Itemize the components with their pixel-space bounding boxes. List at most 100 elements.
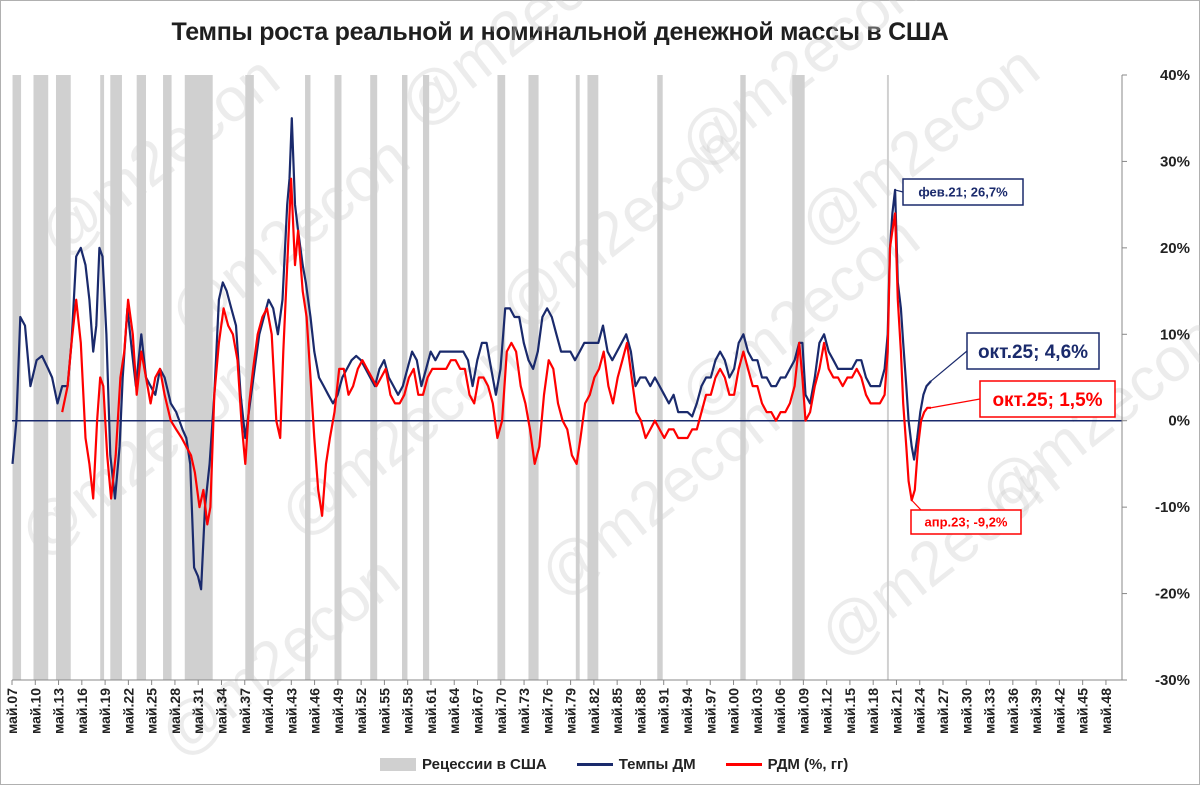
annotation-box — [910, 509, 1022, 535]
recession-band — [55, 75, 71, 680]
x-tick-label: май.09 — [795, 688, 811, 734]
y-tick-label: 40% — [1160, 67, 1190, 84]
x-tick-label: май.31 — [190, 688, 206, 734]
x-tick-label: май.76 — [539, 688, 555, 734]
y-tick-label: -10% — [1155, 499, 1190, 516]
x-tick-label: май.79 — [563, 688, 579, 734]
x-tick-label: май.10 — [27, 688, 43, 734]
recession-band — [33, 75, 49, 680]
recession-band — [792, 75, 805, 680]
y-tick-label: -30% — [1155, 672, 1190, 689]
recession-band — [136, 75, 146, 680]
recession-band — [245, 75, 254, 680]
legend-swatch-recessions — [380, 758, 416, 771]
x-tick-label: май.82 — [586, 688, 602, 734]
x-tick-label: май.97 — [702, 688, 718, 734]
x-tick-label: май.64 — [446, 688, 462, 734]
annotation-label: окт.25; 4,6% — [978, 342, 1088, 363]
x-tick-label: май.28 — [167, 688, 183, 734]
x-tick-label: май.13 — [51, 688, 67, 734]
series-lines — [11, 117, 932, 591]
annotation-box — [902, 178, 1024, 206]
x-tick-label: май.36 — [1005, 688, 1021, 734]
y-tick-label: 20% — [1160, 240, 1190, 257]
recession-band — [305, 75, 311, 680]
x-tick-label: май.16 — [74, 688, 90, 734]
x-tick-label: май.33 — [982, 688, 998, 734]
x-tick-label: май.30 — [958, 688, 974, 734]
legend-label-recessions: Рецессии в США — [422, 756, 547, 773]
x-tick-label: май.18 — [865, 688, 881, 734]
x-tick-label: май.22 — [120, 688, 136, 734]
x-tick-label: май.19 — [97, 688, 113, 734]
x-tick-label: май.37 — [237, 688, 253, 734]
legend-item-recessions: Рецессии в США — [380, 756, 547, 773]
annotation-leader — [911, 499, 922, 511]
recession-band — [497, 75, 506, 680]
recession-band — [100, 75, 105, 680]
x-tick-label: май.43 — [283, 688, 299, 734]
legend-swatch-nominal — [576, 763, 613, 766]
x-tick-label: май.21 — [888, 688, 904, 734]
recession-band — [587, 75, 599, 680]
recession-band — [110, 75, 122, 680]
recession-band — [12, 75, 22, 680]
recession-band — [657, 75, 663, 680]
x-tick-label: май.07 — [4, 688, 20, 734]
x-tick-label: май.73 — [516, 688, 532, 734]
y-tick-label: 10% — [1160, 326, 1190, 343]
annotation-box — [966, 332, 1100, 370]
x-tick-label: май.49 — [330, 688, 346, 734]
recession-band — [575, 75, 580, 680]
recession-band — [886, 75, 889, 680]
tick-labels: 40% 30% 20% 10% 0% -10% -20% -30% май.07 май.10 ма… — [4, 67, 1190, 734]
y-tick-label: -20% — [1155, 586, 1190, 603]
annotations: фев.21; 26,7% окт.25; 4,6% окт.25; 1,5% апр… — [894, 178, 1116, 535]
x-tick-label: май.94 — [679, 688, 695, 734]
x-tick-label: май.40 — [260, 688, 276, 734]
recession-band — [163, 75, 172, 680]
recession-band — [370, 75, 378, 680]
x-tick-label: май.85 — [609, 688, 625, 734]
x-tick-label: май.39 — [1028, 688, 1044, 734]
recession-band — [422, 75, 430, 680]
x-tick-label: май.46 — [307, 688, 323, 734]
x-tick-label: май.45 — [1075, 688, 1091, 734]
series-line-real — [61, 177, 932, 526]
annotation-leader — [894, 189, 904, 193]
annotation-box — [979, 380, 1116, 418]
x-tick-label: май.58 — [400, 688, 416, 734]
x-tick-label: май.61 — [423, 688, 439, 734]
x-tick-label: май.27 — [935, 688, 951, 734]
annotation-label: окт.25; 1,5% — [992, 390, 1102, 411]
x-tick-label: май.55 — [376, 688, 392, 734]
recession-bands — [12, 75, 889, 680]
legend-label-real: РДМ (%, гг) — [767, 756, 849, 773]
x-tick-label: май.00 — [726, 688, 742, 734]
x-tick-label: май.42 — [1051, 688, 1067, 734]
recession-band — [740, 75, 746, 680]
x-tick-label: май.52 — [353, 688, 369, 734]
annotation-leader — [930, 350, 968, 382]
y-tick-label: 0% — [1168, 413, 1190, 430]
x-tick-label: май.15 — [842, 688, 858, 734]
axes — [11, 74, 1127, 685]
legend: Рецессии в США Темпы ДМ РДМ (%, гг) — [380, 756, 848, 773]
x-tick-label: май.25 — [144, 688, 160, 734]
legend-swatch-real — [725, 763, 762, 766]
annotation-label: апр.23; -9,2% — [925, 515, 1008, 530]
legend-item-nominal: Темпы ДМ — [576, 756, 696, 773]
x-tick-label: май.12 — [819, 688, 835, 734]
annotation-label: фев.21; 26,7% — [918, 185, 1008, 200]
x-tick-label: май.91 — [656, 688, 672, 734]
y-tick-label: 30% — [1160, 153, 1190, 170]
x-tick-label: май.88 — [632, 688, 648, 734]
legend-label-nominal: Темпы ДМ — [618, 756, 696, 773]
x-tick-label: май.70 — [493, 688, 509, 734]
chart-title: Темпы роста реальной и номинальной денеж… — [171, 18, 949, 46]
x-tick-label: май.24 — [912, 688, 928, 734]
recession-band — [528, 75, 539, 680]
annotation-leader — [931, 398, 981, 409]
x-tick-label: май.48 — [1098, 688, 1114, 734]
